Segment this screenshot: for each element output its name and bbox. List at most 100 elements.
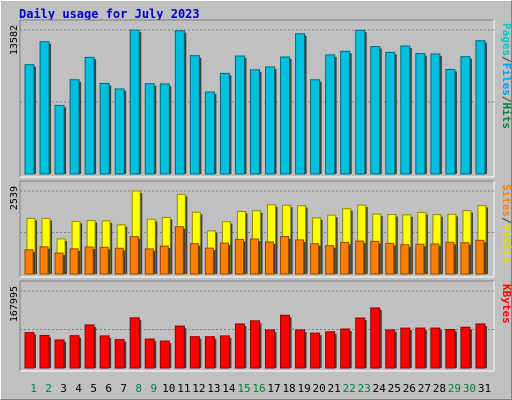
bar-kbytes-day-8 bbox=[129, 317, 140, 369]
bar-kbytes-day-5 bbox=[84, 324, 95, 369]
bar-hits-day-8 bbox=[129, 29, 140, 175]
bar-hits-day-9 bbox=[144, 83, 155, 175]
day-label: 11 bbox=[177, 382, 190, 395]
bar-sites-day-7 bbox=[114, 247, 124, 275]
day-label: 23 bbox=[358, 382, 371, 395]
bar-hits-day-19 bbox=[295, 33, 306, 175]
axis-label-word: Visits bbox=[500, 224, 512, 264]
bar-hits-day-27 bbox=[415, 53, 426, 175]
day-label: 18 bbox=[282, 382, 295, 395]
bar-kbytes-day-6 bbox=[99, 335, 110, 369]
day-label: 7 bbox=[120, 382, 127, 395]
day-label: 17 bbox=[267, 382, 280, 395]
panel-hits-ymax-label: 13582 bbox=[9, 25, 20, 55]
bar-sites-day-11 bbox=[174, 226, 184, 275]
bar-sites-day-1 bbox=[24, 249, 34, 275]
bar-kbytes-day-9 bbox=[144, 338, 155, 369]
bar-sites-day-9 bbox=[144, 248, 154, 275]
bar-sites-day-29 bbox=[445, 241, 455, 275]
bar-kbytes-day-7 bbox=[114, 339, 125, 369]
panel-visits-axis-label: Sites/Visits bbox=[500, 184, 512, 264]
axis-label-word: KBytes bbox=[500, 284, 512, 324]
day-label: 16 bbox=[252, 382, 265, 395]
bar-sites-day-23 bbox=[355, 240, 365, 275]
panel-kbytes-ymax-label: 167995 bbox=[9, 286, 20, 322]
day-label: 31 bbox=[478, 382, 491, 395]
day-label: 29 bbox=[448, 382, 461, 395]
bar-kbytes-day-17 bbox=[265, 329, 276, 369]
day-label: 1 bbox=[30, 382, 37, 395]
bar-sites-day-21 bbox=[325, 245, 335, 275]
day-label: 26 bbox=[403, 382, 416, 395]
day-label: 4 bbox=[75, 382, 82, 395]
bar-sites-day-14 bbox=[219, 242, 229, 275]
bar-kbytes-day-20 bbox=[310, 332, 321, 369]
bar-hits-day-2 bbox=[39, 41, 50, 175]
bar-hits-day-28 bbox=[430, 53, 441, 175]
bar-hits-day-22 bbox=[340, 50, 351, 175]
bar-hits-day-14 bbox=[219, 72, 230, 175]
bar-kbytes-day-21 bbox=[325, 331, 336, 369]
bar-hits-day-13 bbox=[204, 91, 215, 175]
bar-hits-day-5 bbox=[84, 56, 95, 175]
day-label: 27 bbox=[418, 382, 431, 395]
axis-label-word: / bbox=[500, 56, 512, 63]
bar-hits-day-21 bbox=[325, 54, 336, 175]
day-label: 8 bbox=[135, 382, 142, 395]
bar-sites-day-6 bbox=[99, 246, 109, 275]
day-label: 13 bbox=[207, 382, 220, 395]
bar-hits-day-18 bbox=[280, 56, 291, 175]
day-label: 28 bbox=[433, 382, 446, 395]
bar-hits-day-25 bbox=[385, 51, 396, 175]
day-label: 24 bbox=[373, 382, 387, 395]
bar-kbytes-day-10 bbox=[159, 340, 170, 369]
bar-kbytes-day-22 bbox=[340, 328, 351, 369]
bar-kbytes-day-14 bbox=[219, 335, 230, 369]
bar-kbytes-day-12 bbox=[189, 336, 200, 369]
bar-kbytes-day-16 bbox=[249, 320, 260, 369]
day-label: 22 bbox=[343, 382, 356, 395]
bar-sites-day-16 bbox=[249, 238, 259, 275]
day-label: 15 bbox=[237, 382, 250, 395]
bar-kbytes-day-4 bbox=[69, 335, 80, 369]
bar-kbytes-day-11 bbox=[174, 325, 185, 369]
axis-label-word: Sites bbox=[500, 184, 512, 217]
bar-kbytes-day-15 bbox=[234, 323, 245, 369]
day-label: 30 bbox=[463, 382, 476, 395]
bar-kbytes-day-23 bbox=[355, 317, 366, 369]
bar-hits-day-4 bbox=[69, 79, 80, 175]
bar-hits-day-3 bbox=[54, 104, 65, 175]
day-label: 21 bbox=[328, 382, 341, 395]
bar-sites-day-20 bbox=[310, 243, 320, 275]
bar-sites-day-3 bbox=[54, 252, 64, 275]
bar-kbytes-day-19 bbox=[295, 329, 306, 369]
day-label: 12 bbox=[192, 382, 205, 395]
day-label: 20 bbox=[313, 382, 326, 395]
bar-sites-day-17 bbox=[265, 241, 275, 275]
bar-sites-day-13 bbox=[204, 247, 214, 275]
chart-title: Daily usage for July 2023 bbox=[19, 7, 200, 21]
bar-kbytes-day-30 bbox=[460, 326, 471, 369]
day-label: 9 bbox=[150, 382, 157, 395]
day-label: 5 bbox=[90, 382, 97, 395]
bar-sites-day-15 bbox=[234, 238, 244, 275]
bar-hits-day-23 bbox=[355, 29, 366, 175]
axis-label-word: Pages bbox=[500, 23, 512, 56]
bar-sites-day-30 bbox=[460, 242, 470, 275]
bar-hits-day-16 bbox=[249, 69, 260, 175]
bar-sites-day-28 bbox=[430, 243, 440, 275]
bar-hits-day-10 bbox=[159, 83, 170, 175]
bar-hits-day-17 bbox=[265, 66, 276, 175]
bar-kbytes-day-25 bbox=[385, 329, 396, 369]
bar-kbytes-day-18 bbox=[280, 314, 291, 369]
day-label: 10 bbox=[162, 382, 175, 395]
bar-hits-day-30 bbox=[460, 56, 471, 175]
bar-sites-day-19 bbox=[295, 239, 305, 275]
bar-sites-day-12 bbox=[189, 243, 199, 275]
panel-hits-axis-label: Pages/Files/Hits bbox=[500, 23, 512, 129]
bar-hits-day-15 bbox=[234, 55, 245, 175]
bar-hits-day-20 bbox=[310, 79, 321, 175]
bar-sites-day-22 bbox=[340, 241, 350, 275]
bar-sites-day-5 bbox=[84, 246, 94, 275]
